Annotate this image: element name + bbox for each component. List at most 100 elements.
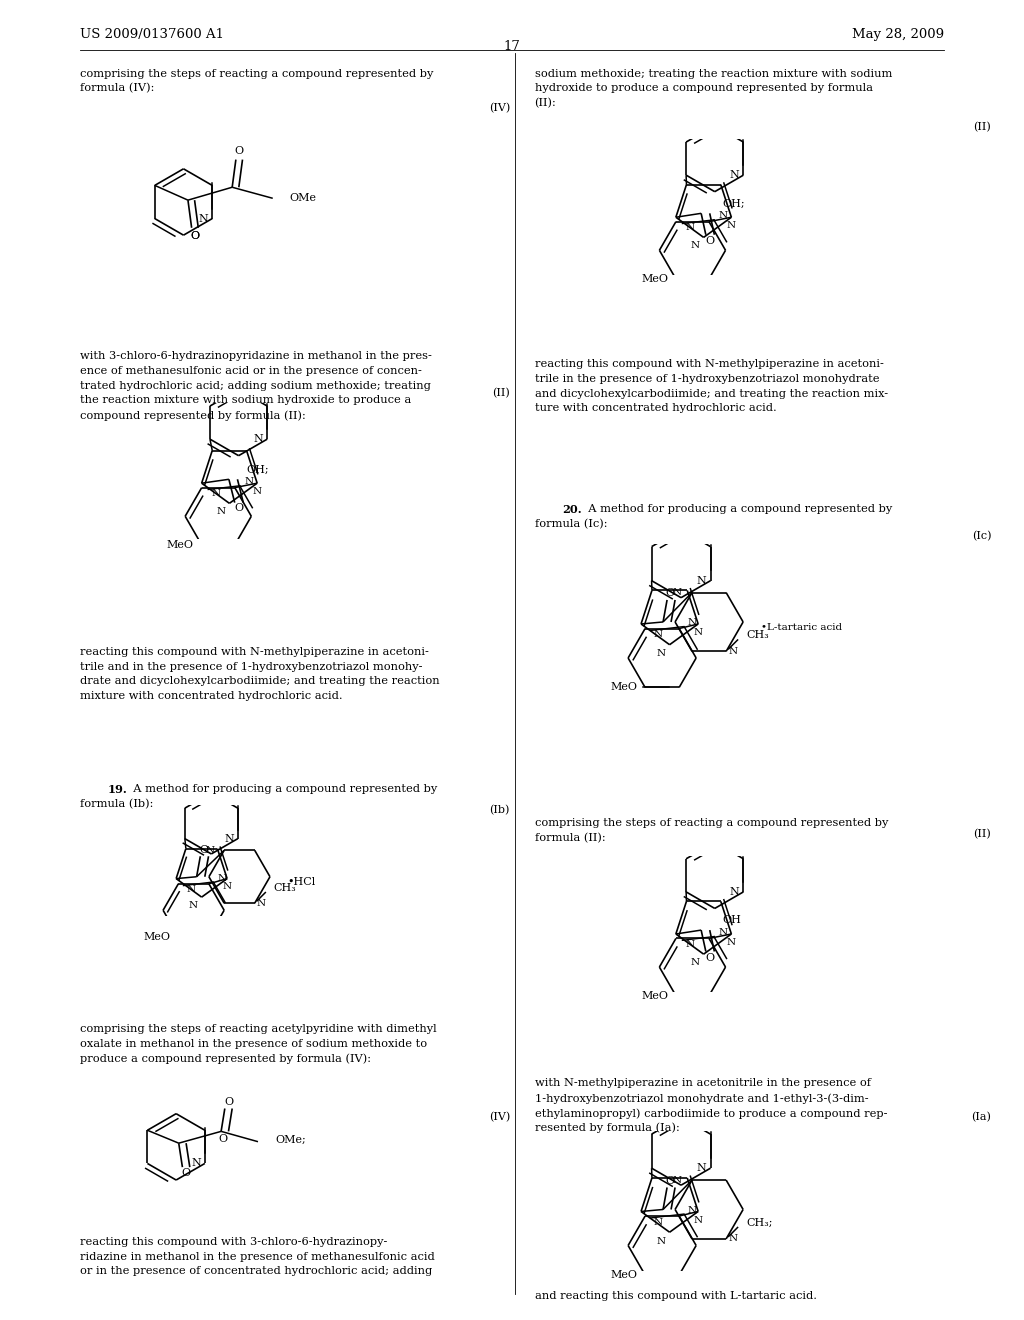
Text: N: N: [199, 214, 209, 223]
Text: N: N: [254, 434, 263, 444]
Text: N: N: [690, 242, 699, 251]
Text: N: N: [719, 928, 728, 937]
Text: 1-hydroxybenzotriazol monohydrate and 1-ethyl-3-(3-dim-: 1-hydroxybenzotriazol monohydrate and 1-…: [535, 1093, 868, 1104]
Text: CH₃: CH₃: [746, 631, 769, 640]
Text: resented by formula (Ia):: resented by formula (Ia):: [535, 1123, 679, 1134]
Text: (Ia): (Ia): [972, 1111, 991, 1122]
Text: N: N: [688, 1205, 697, 1214]
Text: O: O: [218, 1134, 227, 1143]
Text: mixture with concentrated hydrochloric acid.: mixture with concentrated hydrochloric a…: [80, 692, 342, 701]
Text: N: N: [693, 628, 702, 638]
Text: with N-methylpiperazine in acetonitrile in the presence of: with N-methylpiperazine in acetonitrile …: [535, 1078, 870, 1089]
Text: N: N: [686, 223, 694, 232]
Text: OH;: OH;: [723, 198, 745, 209]
Text: N: N: [727, 222, 736, 230]
Text: US 2009/0137600 A1: US 2009/0137600 A1: [80, 28, 224, 41]
Text: the reaction mixture with sodium hydroxide to produce a: the reaction mixture with sodium hydroxi…: [80, 396, 411, 405]
Text: N: N: [253, 487, 262, 496]
Text: O: O: [666, 589, 675, 598]
Text: O: O: [234, 147, 244, 157]
Text: N: N: [224, 834, 234, 843]
Text: N: N: [728, 1234, 737, 1243]
Text: MeO: MeO: [641, 991, 668, 1001]
Text: N: N: [206, 846, 215, 855]
Text: O: O: [706, 953, 715, 964]
Text: produce a compound represented by formula (IV):: produce a compound represented by formul…: [80, 1053, 371, 1064]
Text: O: O: [706, 236, 715, 247]
Text: MeO: MeO: [610, 1270, 637, 1280]
Text: CH₃: CH₃: [273, 883, 296, 894]
Text: ence of methanesulfonic acid or in the presence of concen-: ence of methanesulfonic acid or in the p…: [80, 366, 422, 376]
Text: N: N: [188, 900, 198, 909]
Text: •HCl: •HCl: [288, 878, 316, 887]
Text: N: N: [693, 1216, 702, 1225]
Text: O: O: [190, 231, 199, 240]
Text: 20.: 20.: [562, 504, 582, 515]
Text: (II): (II): [974, 829, 991, 840]
Text: or in the presence of concentrated hydrochloric acid; adding: or in the presence of concentrated hydro…: [80, 1266, 432, 1276]
Text: A method for producing a compound represented by: A method for producing a compound repres…: [126, 784, 437, 795]
Text: compound represented by formula (II):: compound represented by formula (II):: [80, 411, 305, 421]
Text: OH;: OH;: [247, 465, 269, 475]
Text: N: N: [673, 587, 682, 597]
Text: formula (II):: formula (II):: [535, 833, 605, 843]
Text: formula (IV):: formula (IV):: [80, 83, 155, 94]
Text: MeO: MeO: [144, 932, 171, 941]
Text: N: N: [730, 170, 739, 180]
Text: drate and dicyclohexylcarbodiimide; and treating the reaction: drate and dicyclohexylcarbodiimide; and …: [80, 676, 439, 686]
Text: O: O: [666, 1176, 675, 1185]
Text: reacting this compound with N-methylpiperazine in acetoni-: reacting this compound with N-methylpipe…: [535, 359, 884, 370]
Text: N: N: [673, 1176, 682, 1184]
Text: N: N: [217, 874, 226, 883]
Text: N: N: [696, 1163, 707, 1173]
Text: (II):: (II):: [535, 98, 556, 108]
Text: O: O: [200, 845, 209, 855]
Text: •L-tartaric acid: •L-tartaric acid: [761, 623, 843, 632]
Text: N: N: [656, 649, 666, 659]
Text: N: N: [191, 1159, 201, 1168]
Text: (IV): (IV): [488, 103, 510, 114]
Text: (II): (II): [493, 388, 510, 399]
Text: N: N: [656, 1237, 666, 1246]
Text: comprising the steps of reacting a compound represented by: comprising the steps of reacting a compo…: [535, 818, 888, 829]
Text: (IV): (IV): [488, 1111, 510, 1122]
Text: MeO: MeO: [610, 682, 637, 693]
Text: O: O: [190, 231, 199, 240]
Text: and dicyclohexylcarbodiimide; and treating the reaction mix-: and dicyclohexylcarbodiimide; and treati…: [535, 388, 888, 399]
Text: 19.: 19.: [108, 784, 127, 795]
Text: reacting this compound with N-methylpiperazine in acetoni-: reacting this compound with N-methylpipe…: [80, 647, 429, 657]
Text: O: O: [224, 1097, 233, 1107]
Text: N: N: [186, 884, 196, 894]
Text: (II): (II): [974, 121, 991, 132]
Text: N: N: [245, 478, 254, 486]
Text: MeO: MeO: [167, 540, 194, 550]
Text: ethylaminopropyl) carbodiimide to produce a compound rep-: ethylaminopropyl) carbodiimide to produc…: [535, 1107, 887, 1118]
Text: formula (Ic):: formula (Ic):: [535, 519, 607, 529]
Text: OMe;: OMe;: [275, 1135, 306, 1144]
Text: A method for producing a compound represented by: A method for producing a compound repres…: [581, 504, 892, 515]
Text: N: N: [654, 1217, 664, 1226]
Text: oxalate in methanol in the presence of sodium methoxide to: oxalate in methanol in the presence of s…: [80, 1039, 427, 1049]
Text: with 3-chloro-6-hydrazinopyridazine in methanol in the pres-: with 3-chloro-6-hydrazinopyridazine in m…: [80, 351, 432, 362]
Text: N: N: [719, 211, 728, 220]
Text: OMe: OMe: [290, 193, 316, 203]
Text: N: N: [257, 899, 265, 908]
Text: sodium methoxide; treating the reaction mixture with sodium: sodium methoxide; treating the reaction …: [535, 69, 892, 79]
Text: ture with concentrated hydrochloric acid.: ture with concentrated hydrochloric acid…: [535, 404, 776, 413]
Text: N: N: [211, 488, 220, 498]
Text: 17: 17: [504, 40, 520, 53]
Text: trated hydrochloric acid; adding sodium methoxide; treating: trated hydrochloric acid; adding sodium …: [80, 380, 431, 391]
Text: (Ic): (Ic): [972, 531, 991, 541]
Text: N: N: [222, 882, 231, 891]
Text: N: N: [730, 887, 739, 896]
Text: OH: OH: [723, 915, 741, 925]
Text: N: N: [690, 958, 699, 968]
Text: formula (Ib):: formula (Ib):: [80, 799, 154, 809]
Text: N: N: [686, 940, 694, 949]
Text: N: N: [727, 939, 736, 946]
Text: CH₃;: CH₃;: [746, 1218, 773, 1228]
Text: N: N: [688, 618, 697, 627]
Text: May 28, 2009: May 28, 2009: [852, 28, 944, 41]
Text: O: O: [234, 503, 243, 513]
Text: N: N: [696, 576, 707, 586]
